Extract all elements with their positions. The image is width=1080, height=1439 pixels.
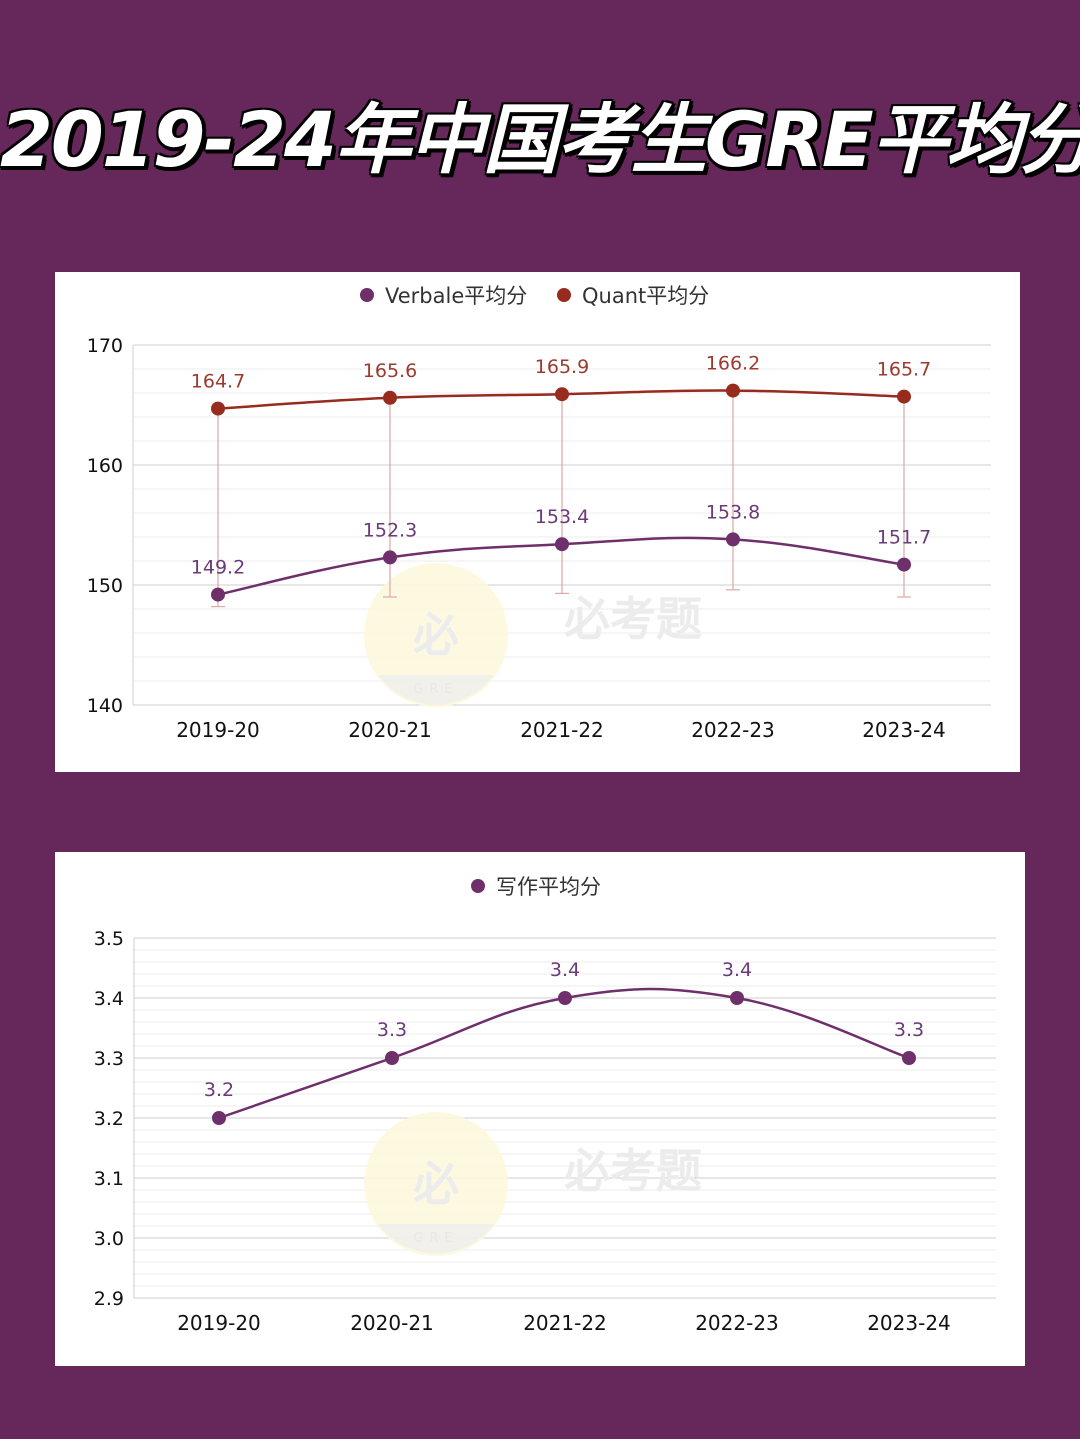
- data-label: 152.3: [363, 519, 417, 541]
- x-tick-label: 2022-23: [691, 718, 775, 742]
- data-label: 166.2: [706, 353, 760, 375]
- data-point: [211, 587, 225, 602]
- x-tick-label: 2021-22: [520, 718, 604, 742]
- x-tick-label: 2022-23: [695, 1311, 779, 1335]
- watermark-logo-circle: [364, 1112, 508, 1256]
- y-tick-label: 3.0: [94, 1228, 124, 1250]
- data-label: 153.8: [706, 501, 760, 523]
- data-point: [558, 991, 572, 1005]
- y-tick-label: 3.5: [94, 928, 124, 950]
- y-tick-label: 3.1: [94, 1168, 124, 1190]
- data-label: 3.2: [204, 1079, 234, 1101]
- x-tick-label: 2020-21: [348, 718, 432, 742]
- watermark-logo-band: [378, 675, 494, 705]
- watermark-name: 必考题: [564, 1144, 702, 1198]
- x-tick-label: 2019-20: [176, 718, 260, 742]
- y-tick-label: 2.9: [94, 1288, 124, 1310]
- data-label: 165.9: [535, 356, 589, 378]
- gre-verbal-quant-chart: 必 GRE 必考题 140 150 160 170 2019-20 2020-21 2021-22…: [55, 272, 1020, 772]
- data-point: [897, 389, 911, 404]
- legend-marker: [360, 288, 374, 302]
- data-label: 3.3: [377, 1019, 407, 1041]
- x-tick-label: 2021-22: [523, 1311, 607, 1335]
- y-tick-label: 3.4: [94, 988, 124, 1010]
- data-label: 149.2: [191, 557, 245, 579]
- y-tick-label: 150: [87, 575, 123, 597]
- watermark-logo-circle: [364, 563, 508, 707]
- data-point: [385, 1051, 399, 1065]
- watermark-logo-sub: GRE: [413, 682, 458, 697]
- watermark-logo-char: 必: [413, 608, 459, 662]
- watermark-name: 必考题: [564, 592, 702, 646]
- y-tick-label: 160: [87, 455, 123, 477]
- data-point: [555, 537, 569, 552]
- data-label: 165.7: [877, 359, 931, 381]
- data-point: [212, 1111, 226, 1125]
- watermark-logo-char: 必: [413, 1157, 459, 1211]
- legend-label: Verbale平均分: [385, 284, 527, 308]
- y-tick-label: 3.2: [94, 1108, 124, 1130]
- data-label: 165.6: [363, 360, 417, 382]
- data-label: 3.4: [722, 959, 752, 981]
- watermark-logo-band: [378, 1224, 494, 1254]
- gre-writing-chart: 必 GRE 必考题 2.9 3.0 3.1 3.2 3.3 3.4 3.5 2019-20 2020-…: [55, 852, 1025, 1366]
- page-title: 2019-24年中国考生GRE平均分: [0, 95, 1080, 184]
- data-point: [211, 401, 225, 416]
- x-tick-label: 2019-20: [177, 1311, 261, 1335]
- data-label: 3.4: [550, 959, 580, 981]
- x-tick-label: 2020-21: [350, 1311, 434, 1335]
- y-tick-label: 170: [87, 335, 123, 357]
- legend-marker: [557, 288, 571, 302]
- legend-marker: [471, 879, 485, 893]
- data-label: 3.3: [894, 1019, 924, 1041]
- writing-chart-svg: 必 GRE 必考题 2.9 3.0 3.1 3.2 3.3 3.4 3.5 2019-20 2020-…: [94, 875, 996, 1335]
- data-point: [730, 991, 744, 1005]
- watermark-logo-sub: GRE: [413, 1231, 458, 1246]
- data-point: [383, 390, 397, 405]
- legend-label: 写作平均分: [496, 875, 601, 899]
- data-label: 151.7: [877, 527, 931, 549]
- verbal-quant-chart-svg: 必 GRE 必考题 140 150 160 170 2019-20 2020-21 2021-22…: [87, 284, 991, 742]
- data-point: [897, 557, 911, 572]
- data-point: [726, 532, 740, 547]
- x-tick-label: 2023-24: [862, 718, 946, 742]
- y-tick-label: 140: [87, 695, 123, 717]
- data-point: [726, 383, 740, 398]
- y-tick-label: 3.3: [94, 1048, 124, 1070]
- series-line-writing: [218, 987, 910, 1120]
- data-point: [902, 1051, 916, 1065]
- data-point: [383, 550, 397, 565]
- x-tick-label: 2023-24: [867, 1311, 951, 1335]
- data-label: 164.7: [191, 371, 245, 393]
- legend-label: Quant平均分: [582, 284, 709, 308]
- data-point: [555, 387, 569, 402]
- data-label: 153.4: [535, 506, 589, 528]
